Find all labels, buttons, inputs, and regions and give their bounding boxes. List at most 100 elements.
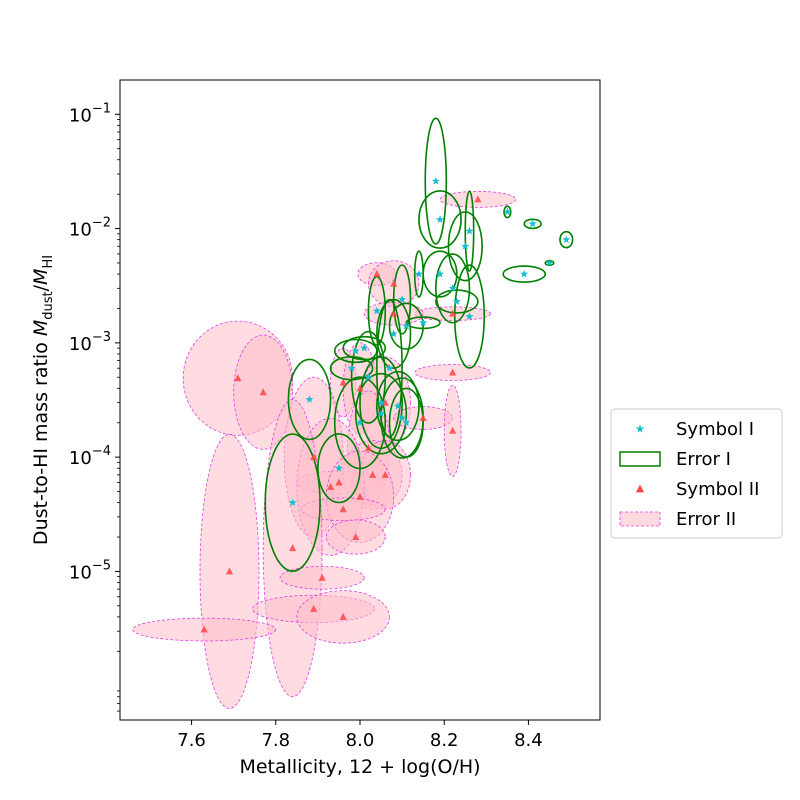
symbol-II-point-3 bbox=[449, 309, 457, 317]
legend-label-3: Error II bbox=[676, 509, 736, 530]
symbol-I-point-26 bbox=[377, 409, 386, 418]
symbol-I-point-23 bbox=[364, 373, 373, 381]
symbol-I-point-3 bbox=[465, 226, 474, 235]
error-I-ellipse-11 bbox=[434, 253, 471, 324]
error-I-ellipse-10 bbox=[422, 250, 458, 298]
error-I-ellipse-27 bbox=[376, 370, 420, 442]
x-tick-label-3: 8.2 bbox=[430, 730, 459, 751]
x-axis-label: Metallicity, 12 + log(O/H) bbox=[239, 756, 480, 778]
error-I-ellipse-24 bbox=[287, 358, 332, 441]
symbol-II-point-13 bbox=[310, 453, 318, 461]
symbol-I-point-10 bbox=[436, 269, 444, 278]
error-I-ellipse-26 bbox=[354, 372, 408, 455]
symbol-II-point-17 bbox=[381, 470, 389, 478]
y-axis-label-sub2: HI bbox=[41, 255, 56, 269]
symbol-I-point-24 bbox=[305, 395, 314, 403]
symbol-I-point-6 bbox=[562, 235, 571, 244]
symbol-II-point-4 bbox=[390, 309, 398, 317]
y-axis-label: Dust-to-HI mass ratio Mdust/MHI bbox=[30, 255, 56, 545]
error-I-ellipse-32 bbox=[317, 433, 361, 504]
symbol-II-point-23 bbox=[225, 567, 234, 575]
symbol-I-point-14 bbox=[398, 295, 407, 303]
legend-label-0: Symbol I bbox=[676, 419, 754, 440]
symbol-II-point-11 bbox=[419, 414, 427, 422]
symbol-II-point-12 bbox=[449, 426, 457, 434]
symbol-II-point-7 bbox=[259, 388, 267, 396]
symbol-II-point-22 bbox=[289, 544, 297, 552]
y-tick-label-0: 10−1 bbox=[69, 101, 111, 126]
symbol-I-point-19 bbox=[360, 343, 369, 352]
legend-symbol-I bbox=[635, 424, 645, 433]
error-I-ellipse-5 bbox=[523, 218, 542, 230]
x-tick-label-0: 7.6 bbox=[177, 730, 206, 751]
symbol-I-point-0 bbox=[431, 176, 440, 185]
error-I-ellipse-4 bbox=[503, 205, 512, 219]
error-I-ellipse-17 bbox=[388, 302, 424, 350]
x-axis: 7.6 7.8 8.0 8.2 8.4 bbox=[177, 720, 543, 751]
symbol-II-point-24 bbox=[318, 573, 326, 581]
symbol-II-point-2 bbox=[390, 279, 398, 287]
symbol-I-point-11 bbox=[448, 284, 457, 292]
symbol-I-point-30 bbox=[402, 418, 411, 427]
y-tick-label-1: 10−2 bbox=[69, 216, 111, 241]
legend-symbol-II bbox=[635, 484, 645, 493]
error-I-layer bbox=[264, 117, 574, 572]
symbol-II-point-1 bbox=[373, 270, 381, 278]
symbol-II-point-6 bbox=[234, 374, 242, 382]
symbol-I-point-8 bbox=[520, 269, 529, 278]
symbol-I-point-15 bbox=[419, 318, 428, 327]
symbol-I-point-22 bbox=[385, 364, 394, 372]
symbol-II-point-27 bbox=[200, 625, 208, 633]
symbol-II-point-8 bbox=[339, 378, 347, 386]
symbol-I-point-5 bbox=[528, 219, 537, 228]
error-I-ellipse-23 bbox=[350, 330, 387, 424]
legend-error-I bbox=[619, 451, 661, 467]
legend-label-2: Symbol II bbox=[676, 479, 759, 500]
symbol-I-point-25 bbox=[377, 398, 386, 407]
symbol-II-point-25 bbox=[310, 604, 318, 612]
symbol-II-layer bbox=[200, 195, 482, 633]
error-I-ellipse-18 bbox=[376, 298, 412, 369]
x-tick-label-2: 8.0 bbox=[346, 730, 375, 751]
y-axis-label-sub1: dust bbox=[41, 291, 56, 319]
symbol-I-point-31 bbox=[288, 498, 297, 507]
legend: Symbol I Error I Symbol II Error II bbox=[610, 408, 783, 539]
symbol-II-point-14 bbox=[364, 444, 373, 452]
x-tick-label-1: 7.8 bbox=[261, 730, 290, 751]
y-axis-label-text: Dust-to-HI mass ratio bbox=[30, 336, 52, 545]
symbol-I-point-27 bbox=[393, 401, 402, 410]
y-axis-label-m1: M bbox=[30, 320, 52, 336]
x-tick-label-4: 8.4 bbox=[514, 730, 543, 751]
symbol-II-point-19 bbox=[356, 492, 364, 500]
y-tick-label-4: 10−5 bbox=[69, 558, 111, 583]
symbol-I-point-16 bbox=[372, 306, 381, 315]
legend-box bbox=[610, 408, 783, 539]
symbol-I-point-7 bbox=[545, 258, 554, 267]
error-I-ellipse-3 bbox=[464, 190, 475, 272]
error-I-ellipse-31 bbox=[264, 433, 321, 572]
legend-label-1: Error I bbox=[676, 449, 731, 470]
y-axis: 10−1 10−2 10−3 10−4 10−5 bbox=[69, 101, 120, 712]
symbol-I-point-18 bbox=[389, 329, 398, 338]
symbol-II-point-20 bbox=[339, 505, 347, 513]
y-tick-label-2: 10−3 bbox=[69, 330, 111, 355]
symbol-I-point-12 bbox=[452, 297, 461, 305]
symbol-II-point-18 bbox=[326, 482, 335, 490]
legend-error-II bbox=[619, 511, 661, 527]
y-tick-label-3: 10−4 bbox=[69, 444, 111, 469]
symbol-I-point-4 bbox=[503, 207, 512, 216]
symbol-I-point-29 bbox=[356, 418, 364, 427]
symbol-I-point-1 bbox=[436, 215, 444, 223]
symbol-II-point-10 bbox=[381, 398, 389, 406]
symbol-I-point-17 bbox=[402, 321, 411, 330]
symbol-I-layer bbox=[288, 176, 571, 507]
error-I-ellipse-8 bbox=[502, 265, 547, 283]
error-I-ellipse-1 bbox=[418, 190, 462, 249]
symbol-II-point-16 bbox=[369, 470, 377, 478]
error-I-ellipse-0 bbox=[424, 117, 448, 245]
symbol-I-point-32 bbox=[334, 464, 343, 472]
symbol-II-point-0 bbox=[474, 195, 482, 203]
symbol-I-point-2 bbox=[461, 242, 470, 250]
symbol-I-point-28 bbox=[398, 413, 407, 422]
error-I-ellipse-6 bbox=[559, 230, 574, 249]
